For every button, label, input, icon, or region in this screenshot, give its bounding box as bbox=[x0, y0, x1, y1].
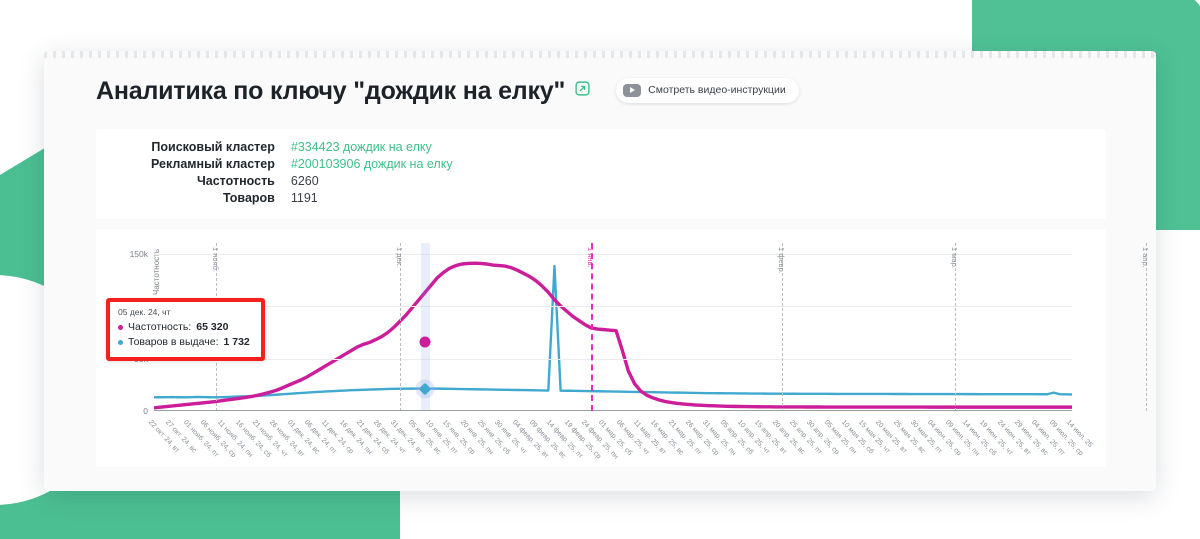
video-button-label: Смотреть видео-инструкции bbox=[648, 84, 786, 96]
month-gridline bbox=[954, 243, 956, 411]
info-value: 1191 bbox=[290, 190, 318, 205]
month-gridline bbox=[591, 243, 594, 411]
month-gridline bbox=[400, 243, 402, 411]
analytics-card: Аналитика по ключу "дождик на елку" Смот… bbox=[44, 51, 1156, 491]
chart-tooltip: 05 дек. 24, чт Частотность: 65 320 Товар… bbox=[106, 298, 265, 362]
month-label: 1 нояб. bbox=[210, 247, 220, 273]
gridline bbox=[154, 253, 1072, 255]
tooltip-value-frequency: 65 320 bbox=[196, 321, 229, 333]
gridline bbox=[154, 358, 1072, 360]
info-label: Поисковый кластер bbox=[151, 139, 275, 154]
month-label: 1 дек. bbox=[395, 247, 405, 268]
y-tick-label: 150k bbox=[129, 248, 148, 259]
x-axis-tick-labels: 22 окт. 24, вт 27 окт. 24, вс 01 нояб. 24,… bbox=[147, 419, 1094, 467]
info-value-link[interactable]: #334423 дождик на елку bbox=[290, 139, 432, 154]
tooltip-label-frequency: Частотность: bbox=[128, 321, 192, 333]
external-link-icon[interactable] bbox=[575, 81, 590, 96]
info-value: 6260 bbox=[290, 173, 319, 188]
month-label: 1 февр. bbox=[777, 247, 787, 274]
series-line-products bbox=[154, 264, 1072, 399]
cluster-id: #334423 bbox=[290, 139, 344, 154]
info-row: Рекламный кластер #200103906 дождик на ел… bbox=[151, 155, 453, 172]
y-axis-title: Частотность bbox=[152, 249, 161, 295]
card-header: Аналитика по ключу "дождик на елку" Смот… bbox=[96, 77, 799, 106]
info-value-link[interactable]: #200103906 дождик на елку bbox=[290, 156, 453, 171]
info-label: Частотность bbox=[197, 173, 275, 188]
info-row: Товаров 1191 bbox=[151, 189, 453, 206]
tooltip-dot-products bbox=[118, 340, 123, 346]
tooltip-dot-frequency bbox=[118, 325, 123, 331]
tooltip-date: 05 дек. 24, чт bbox=[118, 307, 171, 317]
gridline bbox=[154, 306, 1072, 307]
tooltip-row-products: Товаров в выдаче: 1 732 bbox=[118, 335, 250, 350]
watch-video-instructions-button[interactable]: Смотреть видео-инструкции bbox=[616, 77, 799, 103]
key-info-table: Поисковый кластер #334423 дождик на елку Р… bbox=[151, 138, 453, 206]
youtube-play-icon bbox=[623, 83, 642, 97]
chart-plot-area[interactable]: Частотность 050k100k150k 1 нояб.1 дек.1 … bbox=[106, 243, 1150, 416]
hover-highlight-band bbox=[420, 243, 430, 411]
corner-mask bbox=[0, 0, 30, 30]
x-axis-baseline bbox=[154, 410, 1072, 411]
tooltip-value-products: 1 732 bbox=[223, 336, 250, 349]
info-label: Рекламный кластер bbox=[151, 156, 275, 171]
tooltip-label-products: Товаров в выдаче: bbox=[128, 336, 219, 349]
info-row: Поисковый кластер #334423 дождик на елку bbox=[151, 138, 453, 155]
card-top-dots bbox=[44, 51, 1156, 58]
info-row: Частотность 6260 bbox=[151, 172, 453, 189]
chart-series-lines bbox=[154, 261, 1072, 410]
key-info-panel: Поисковый кластер #334423 дождик на елку Р… bbox=[96, 129, 1106, 219]
month-label: 1 мар. bbox=[949, 247, 959, 269]
month-label: 1 апр. bbox=[1140, 247, 1150, 268]
highlight-point-frequency[interactable] bbox=[419, 336, 431, 348]
month-gridline bbox=[782, 243, 784, 411]
cluster-id: #200103906 bbox=[290, 156, 364, 171]
series-line-frequency bbox=[154, 261, 1072, 410]
y-tick-label: 0 bbox=[143, 406, 148, 416]
chart-panel: Частотность 050k100k150k 1 нояб.1 дек.1 … bbox=[96, 229, 1150, 467]
page-title: Аналитика по ключу "дождик на елку" bbox=[96, 77, 566, 105]
tooltip-row-frequency: Частотность: 65 320 bbox=[118, 320, 250, 335]
month-gridline bbox=[1145, 243, 1147, 411]
info-label: Товаров bbox=[222, 190, 275, 205]
